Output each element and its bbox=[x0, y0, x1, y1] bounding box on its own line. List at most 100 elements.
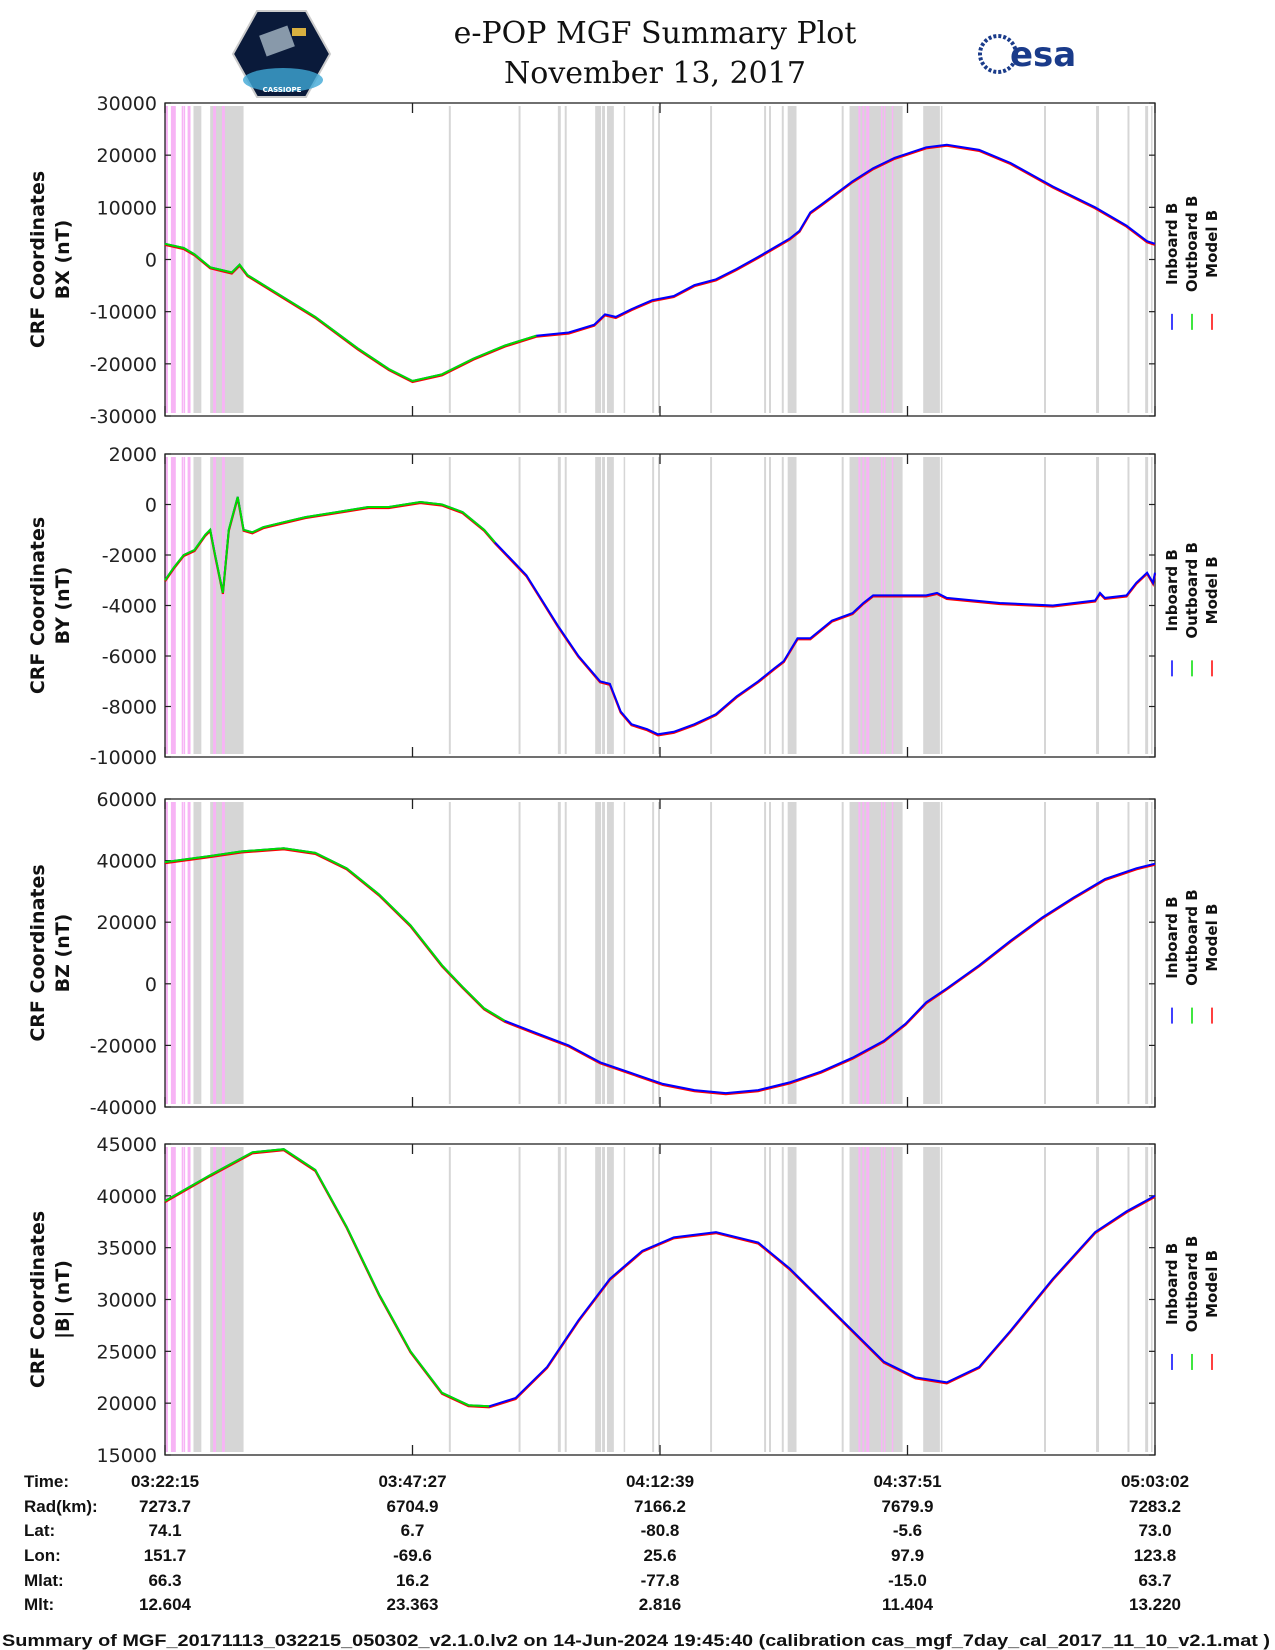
pink-band bbox=[883, 106, 886, 413]
y-tick-label: 20000 bbox=[97, 912, 157, 934]
gray-band bbox=[764, 1147, 767, 1452]
y-tick-label: -40000 bbox=[90, 1097, 157, 1119]
y-axis-label: CRF Coordinates bbox=[27, 1211, 49, 1388]
pink-band bbox=[221, 106, 225, 413]
y-axis-label: CRF Coordinates bbox=[27, 171, 49, 348]
gray-band bbox=[623, 457, 626, 754]
table-cell: -5.6 bbox=[893, 1521, 922, 1540]
gray-band bbox=[1096, 106, 1100, 413]
table-cell: 73.0 bbox=[1138, 1521, 1171, 1540]
pink-band bbox=[170, 802, 176, 1104]
gray-band bbox=[652, 457, 655, 754]
gray-band bbox=[710, 1147, 713, 1452]
table-cell: 11.404 bbox=[882, 1595, 934, 1614]
pink-band bbox=[891, 1147, 894, 1452]
gray-band bbox=[518, 457, 521, 754]
pink-band bbox=[183, 802, 186, 1104]
gray-band bbox=[448, 1147, 451, 1452]
panel-4: 45000 40000 35000 30000 25000 20000 15000 CRF C… bbox=[27, 1134, 1221, 1467]
table-row-label: Rad(km): bbox=[24, 1497, 98, 1516]
y-tick-label: 20000 bbox=[97, 1393, 157, 1415]
legend-label: Inboard B bbox=[1163, 896, 1181, 978]
pink-band bbox=[858, 802, 861, 1104]
gray-band bbox=[602, 1147, 605, 1452]
pink-band bbox=[181, 457, 184, 754]
gray-band bbox=[841, 106, 844, 413]
gray-band bbox=[448, 457, 451, 754]
outboard-b-line bbox=[164, 496, 496, 594]
table-cell: 66.3 bbox=[148, 1571, 181, 1590]
table-cell: -15.0 bbox=[888, 1571, 927, 1590]
cassiope-logo: CASSIOPE bbox=[231, 10, 332, 98]
gray-band bbox=[623, 802, 626, 1104]
y-tick-label: 25000 bbox=[97, 1341, 157, 1363]
gray-band bbox=[595, 802, 602, 1104]
gray-band bbox=[1145, 457, 1149, 754]
pink-band bbox=[862, 802, 865, 1104]
esa-logo: esa bbox=[978, 34, 1076, 75]
y-tick-label: 30000 bbox=[97, 93, 157, 115]
table-cell: 63.7 bbox=[1138, 1571, 1171, 1590]
pink-band bbox=[883, 802, 886, 1104]
y-tick-label: -8000 bbox=[102, 697, 157, 719]
gray-band bbox=[595, 457, 602, 754]
y-tick-label: 60000 bbox=[97, 789, 157, 811]
pink-band bbox=[883, 457, 886, 754]
gray-band bbox=[710, 802, 713, 1104]
gray-band bbox=[652, 1147, 655, 1452]
pink-band bbox=[866, 106, 870, 413]
pink-band bbox=[170, 106, 176, 413]
legend-label: Outboard B bbox=[1183, 196, 1201, 293]
gray-band bbox=[769, 457, 771, 754]
gray-band bbox=[564, 106, 567, 413]
legend-label: Outboard B bbox=[1183, 1236, 1201, 1333]
outboard-b-line bbox=[164, 847, 506, 1022]
pink-band bbox=[221, 802, 225, 1104]
y-tick-label: 10000 bbox=[97, 197, 157, 219]
table-cell: 7679.9 bbox=[882, 1497, 934, 1516]
gray-band bbox=[1145, 802, 1149, 1104]
pink-band bbox=[187, 457, 191, 754]
table-cell: 04:12:39 bbox=[626, 1472, 694, 1491]
gray-band bbox=[1044, 106, 1046, 413]
pink-band bbox=[880, 457, 883, 754]
gray-band bbox=[1096, 1147, 1100, 1452]
gray-band bbox=[193, 802, 202, 1104]
pink-band bbox=[891, 106, 894, 413]
pink-band bbox=[883, 1147, 886, 1452]
gray-band bbox=[1096, 457, 1100, 754]
gray-band bbox=[764, 457, 767, 754]
y-tick-label: 2000 bbox=[109, 444, 157, 466]
gray-band bbox=[710, 106, 713, 413]
table-cell: -80.8 bbox=[641, 1521, 680, 1540]
pink-band bbox=[891, 457, 894, 754]
gray-band bbox=[940, 1147, 943, 1452]
gray-band bbox=[923, 802, 940, 1104]
gray-band bbox=[652, 106, 655, 413]
gray-band bbox=[1044, 1147, 1046, 1452]
gray-band bbox=[781, 802, 784, 1104]
gray-band bbox=[1127, 1147, 1130, 1452]
table-cell: 04:37:51 bbox=[873, 1472, 941, 1491]
table-cell: 03:47:27 bbox=[378, 1472, 446, 1491]
pink-band bbox=[213, 802, 217, 1104]
pink-band bbox=[221, 457, 225, 754]
legend-label: Outboard B bbox=[1183, 542, 1201, 639]
table-cell: -69.6 bbox=[393, 1546, 432, 1565]
legend-label: Model B bbox=[1203, 556, 1221, 624]
table-cell: -77.8 bbox=[641, 1571, 680, 1590]
cassiope-logo-text: CASSIOPE bbox=[263, 86, 302, 94]
pink-band bbox=[862, 106, 865, 413]
gray-band bbox=[769, 802, 771, 1104]
gray-band bbox=[564, 802, 567, 1104]
gray-band bbox=[849, 802, 903, 1104]
outboard-b-line bbox=[164, 1148, 490, 1408]
gray-band bbox=[557, 802, 561, 1104]
gray-band bbox=[769, 1147, 771, 1452]
gray-band bbox=[1145, 106, 1149, 413]
y-tick-label: 0 bbox=[145, 250, 157, 272]
y-tick-label: -20000 bbox=[90, 1035, 157, 1057]
pink-band bbox=[165, 802, 168, 1104]
gray-band bbox=[923, 457, 940, 754]
